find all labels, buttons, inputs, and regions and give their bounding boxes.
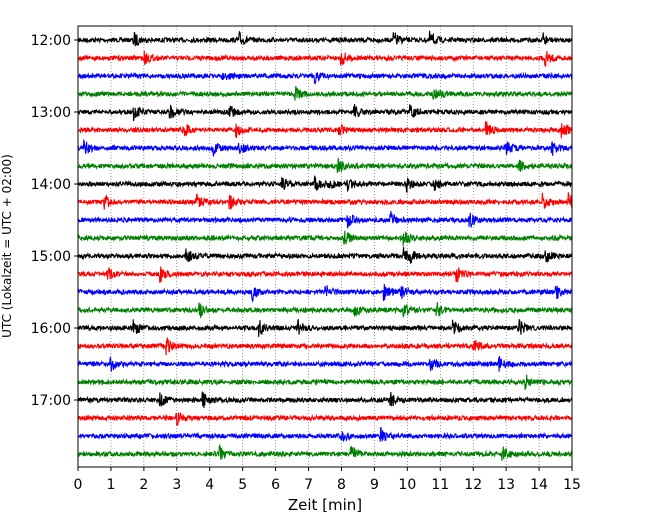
trace-1600	[77, 319, 573, 338]
x-tick-label: 5	[238, 477, 247, 493]
x-tick-label: 0	[74, 477, 83, 493]
y-tick-label: 14:00	[31, 177, 71, 193]
trace-1730	[77, 426, 573, 442]
x-axis-ticks: 0 1 2 3 4 5 6 7 8 9 10 11 12 13 14 15	[74, 467, 581, 493]
axes	[77, 25, 573, 468]
x-tick-label: 14	[530, 477, 548, 493]
plot-frame	[77, 25, 573, 468]
x-tick-label: 8	[337, 477, 346, 493]
traces	[77, 30, 573, 461]
x-tick-label: 11	[431, 477, 449, 493]
trace-1215	[77, 50, 573, 68]
x-tick-label: 2	[139, 477, 148, 493]
trace-1345	[77, 157, 573, 174]
x-tick-label: 15	[563, 477, 581, 493]
trace-1400	[77, 175, 573, 194]
x-tick-label: 3	[172, 477, 181, 493]
trace-1715	[77, 412, 573, 426]
x-axis-label: Zeit [min]	[288, 496, 362, 514]
trace-1615	[77, 337, 573, 356]
y-tick-label: 12:00	[31, 33, 71, 49]
trace-1630	[77, 355, 573, 372]
x-tick-label: 4	[205, 477, 214, 493]
trace-1515	[77, 266, 573, 284]
trace-1315	[77, 121, 573, 139]
x-tick-label: 1	[106, 477, 115, 493]
y-tick-label: 15:00	[31, 249, 71, 265]
y-tick-label: 13:00	[31, 105, 71, 121]
y-axis-ticks: 12:00 13:00 14:00 15:00 16:00 17:00	[31, 33, 78, 409]
trace-1415	[77, 192, 573, 210]
y-tick-label: 17:00	[31, 393, 71, 409]
x-tick-label: 12	[464, 477, 482, 493]
y-axis-label: UTC (Lokalzeit = UTC + 02:00)	[0, 154, 14, 338]
trace-1245	[77, 85, 573, 101]
x-tick-label: 7	[304, 477, 313, 493]
trace-1645	[77, 374, 573, 391]
x-tick-label: 6	[271, 477, 280, 493]
x-tick-label: 13	[497, 477, 515, 493]
trace-1230	[77, 71, 573, 85]
x-tick-label: 9	[370, 477, 379, 493]
trace-1200	[77, 30, 573, 47]
trace-1330	[77, 139, 573, 157]
trace-1530	[77, 283, 573, 303]
trace-1745	[77, 443, 573, 461]
trace-1300	[77, 103, 573, 122]
y-tick-label: 16:00	[31, 321, 71, 337]
trace-1445	[77, 230, 573, 247]
trace-1430	[77, 210, 573, 229]
trace-1545	[77, 302, 573, 319]
trace-1700	[77, 391, 573, 409]
x-tick-label: 10	[398, 477, 416, 493]
trace-1500	[77, 247, 573, 264]
